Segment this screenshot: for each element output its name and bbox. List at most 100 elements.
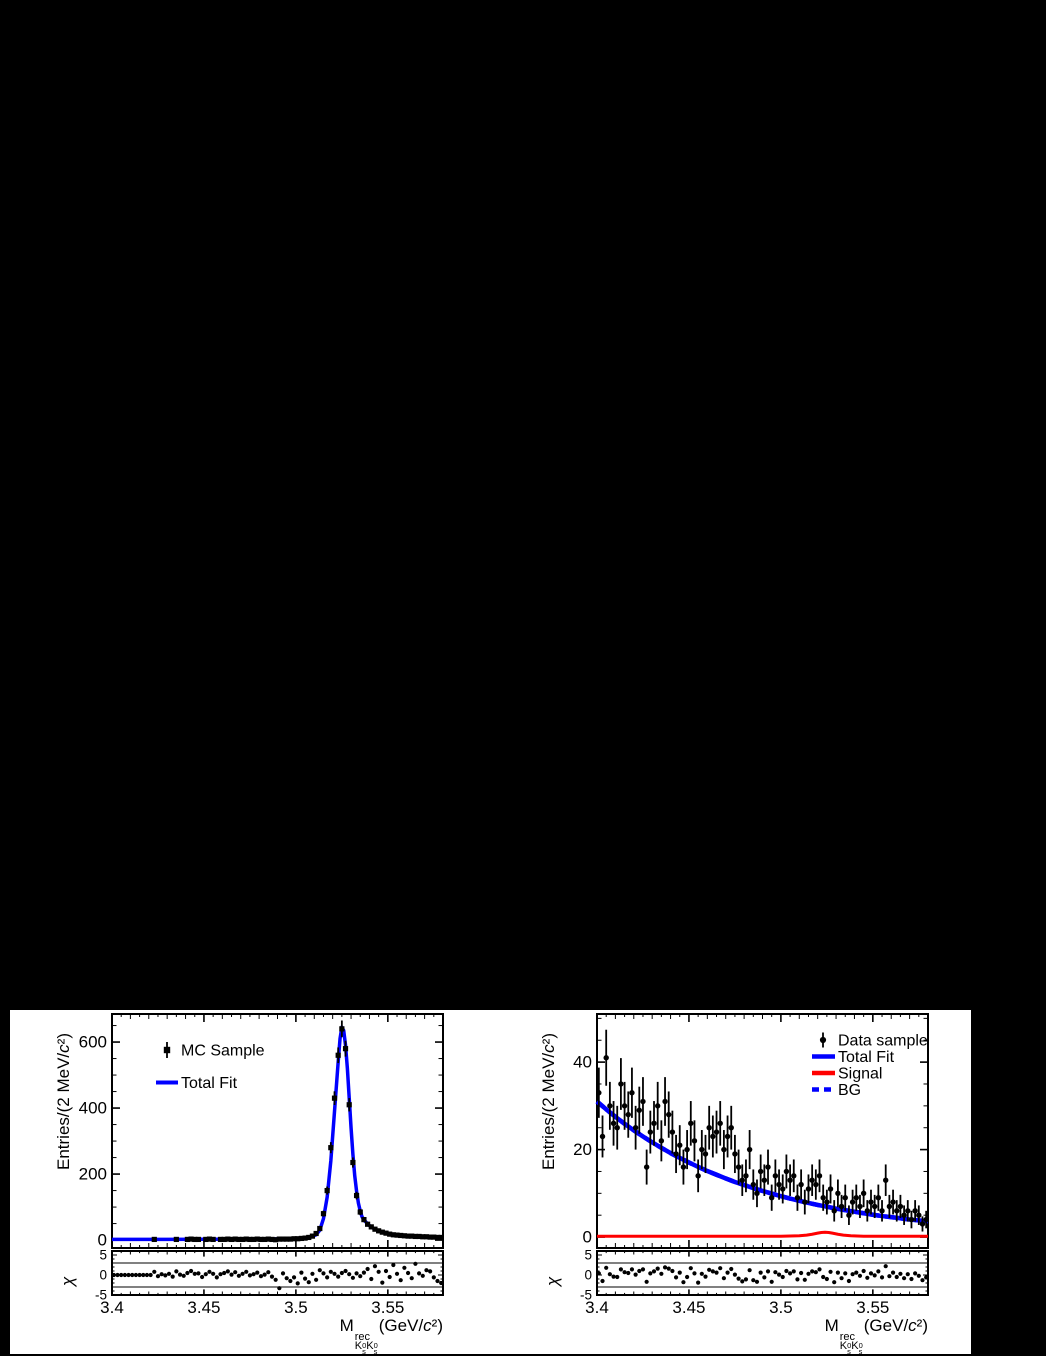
data-point	[346, 1102, 352, 1108]
data-plot-legend: Data sample Total Fit Signal BG	[812, 1032, 928, 1099]
pull-point	[879, 1275, 885, 1280]
pull-point	[365, 1266, 370, 1272]
x-tick-label: 3.5	[284, 1298, 308, 1317]
data-point	[761, 1177, 768, 1183]
data-point	[864, 1208, 871, 1214]
pull-point	[247, 1273, 253, 1278]
data-point	[254, 1236, 260, 1242]
data-point	[923, 1216, 929, 1223]
pull-point	[137, 1272, 142, 1278]
pull-point	[747, 1268, 752, 1273]
pull-point	[773, 1270, 778, 1275]
chi-label: χ	[58, 1276, 77, 1286]
x-title-sup: rec	[839, 1331, 856, 1343]
pull-point	[280, 1271, 286, 1276]
data-point	[721, 1146, 727, 1153]
figure-canvas: 0 200 400 600 5 0 -5 3.4 3.45 3.5 3.55 0 20 40 5 0 -5 3.…	[10, 1010, 971, 1356]
data-point	[776, 1181, 782, 1188]
k-label: K	[354, 1339, 363, 1352]
pull-point	[832, 1280, 837, 1285]
k-s: s	[373, 1346, 378, 1356]
data-point	[791, 1173, 797, 1179]
data-point	[236, 1236, 242, 1243]
pull-point	[218, 1272, 223, 1277]
pull-point	[291, 1275, 297, 1280]
pull-point	[222, 1270, 227, 1276]
y-tick-label: 0	[583, 1228, 592, 1247]
pull-point	[354, 1271, 359, 1276]
pull-point	[688, 1266, 693, 1271]
pull-point	[310, 1271, 315, 1276]
pull-point	[765, 1269, 771, 1274]
data-point	[857, 1203, 863, 1210]
pull-point	[188, 1268, 194, 1274]
data-point	[217, 1236, 224, 1243]
data-point	[706, 1125, 712, 1131]
pull-point	[170, 1274, 175, 1279]
pull-point	[211, 1271, 216, 1276]
pull-point	[913, 1271, 918, 1276]
pull-point	[633, 1272, 638, 1277]
legend-label-data-sample: Data sample	[838, 1033, 928, 1050]
pull-point	[780, 1274, 785, 1280]
k-zero: 0	[858, 1340, 863, 1350]
pull-point	[361, 1270, 367, 1275]
data-point	[875, 1195, 882, 1201]
data-point	[350, 1159, 356, 1166]
pull-point	[644, 1279, 649, 1284]
y-tick-label: 200	[79, 1165, 107, 1184]
data-point	[787, 1177, 793, 1183]
data-point	[302, 1235, 308, 1241]
pull-point	[203, 1272, 208, 1277]
pull-point	[255, 1270, 260, 1275]
data-point	[324, 1187, 330, 1194]
pull-point	[721, 1276, 726, 1281]
k-zero: 0	[362, 1340, 367, 1350]
data-point	[250, 1236, 257, 1243]
k-s: s	[858, 1346, 863, 1356]
pull-point	[439, 1280, 444, 1286]
data-point	[423, 1234, 430, 1240]
data-point	[842, 1195, 848, 1201]
data-point	[695, 1173, 701, 1179]
data-point	[262, 1236, 268, 1243]
data-point	[368, 1224, 374, 1230]
data-point	[677, 1142, 683, 1148]
mc-plot-legend: MC Sample Total Fit	[156, 1042, 265, 1092]
pull-y-tick-label: -5	[95, 1288, 107, 1303]
data-point	[258, 1236, 264, 1243]
data-point	[427, 1234, 433, 1240]
pull-point	[376, 1269, 381, 1274]
x-title-m: M	[339, 1316, 354, 1335]
pull-point	[380, 1280, 385, 1285]
pull-point	[398, 1278, 403, 1283]
pull-point	[181, 1273, 186, 1278]
pull-point	[402, 1265, 407, 1270]
pull-point	[141, 1272, 146, 1278]
data-point	[342, 1046, 349, 1052]
pull-point	[394, 1271, 400, 1276]
pull-point	[317, 1268, 322, 1273]
pull-point	[718, 1266, 723, 1271]
data-point	[662, 1098, 668, 1105]
data-point	[203, 1236, 209, 1243]
data-point	[221, 1236, 227, 1243]
pull-point	[611, 1274, 616, 1279]
data-point	[643, 1164, 650, 1170]
data-point	[746, 1146, 753, 1153]
data-point	[658, 1138, 665, 1144]
pull-point	[428, 1269, 433, 1274]
data-point	[280, 1236, 286, 1242]
data-point	[614, 1125, 620, 1131]
data-point	[379, 1229, 385, 1235]
data-point	[317, 1225, 323, 1232]
pull-point	[152, 1269, 157, 1274]
pull-point	[916, 1273, 921, 1278]
pull-point	[420, 1273, 425, 1278]
pull-point	[214, 1275, 219, 1280]
data-point	[335, 1052, 341, 1058]
